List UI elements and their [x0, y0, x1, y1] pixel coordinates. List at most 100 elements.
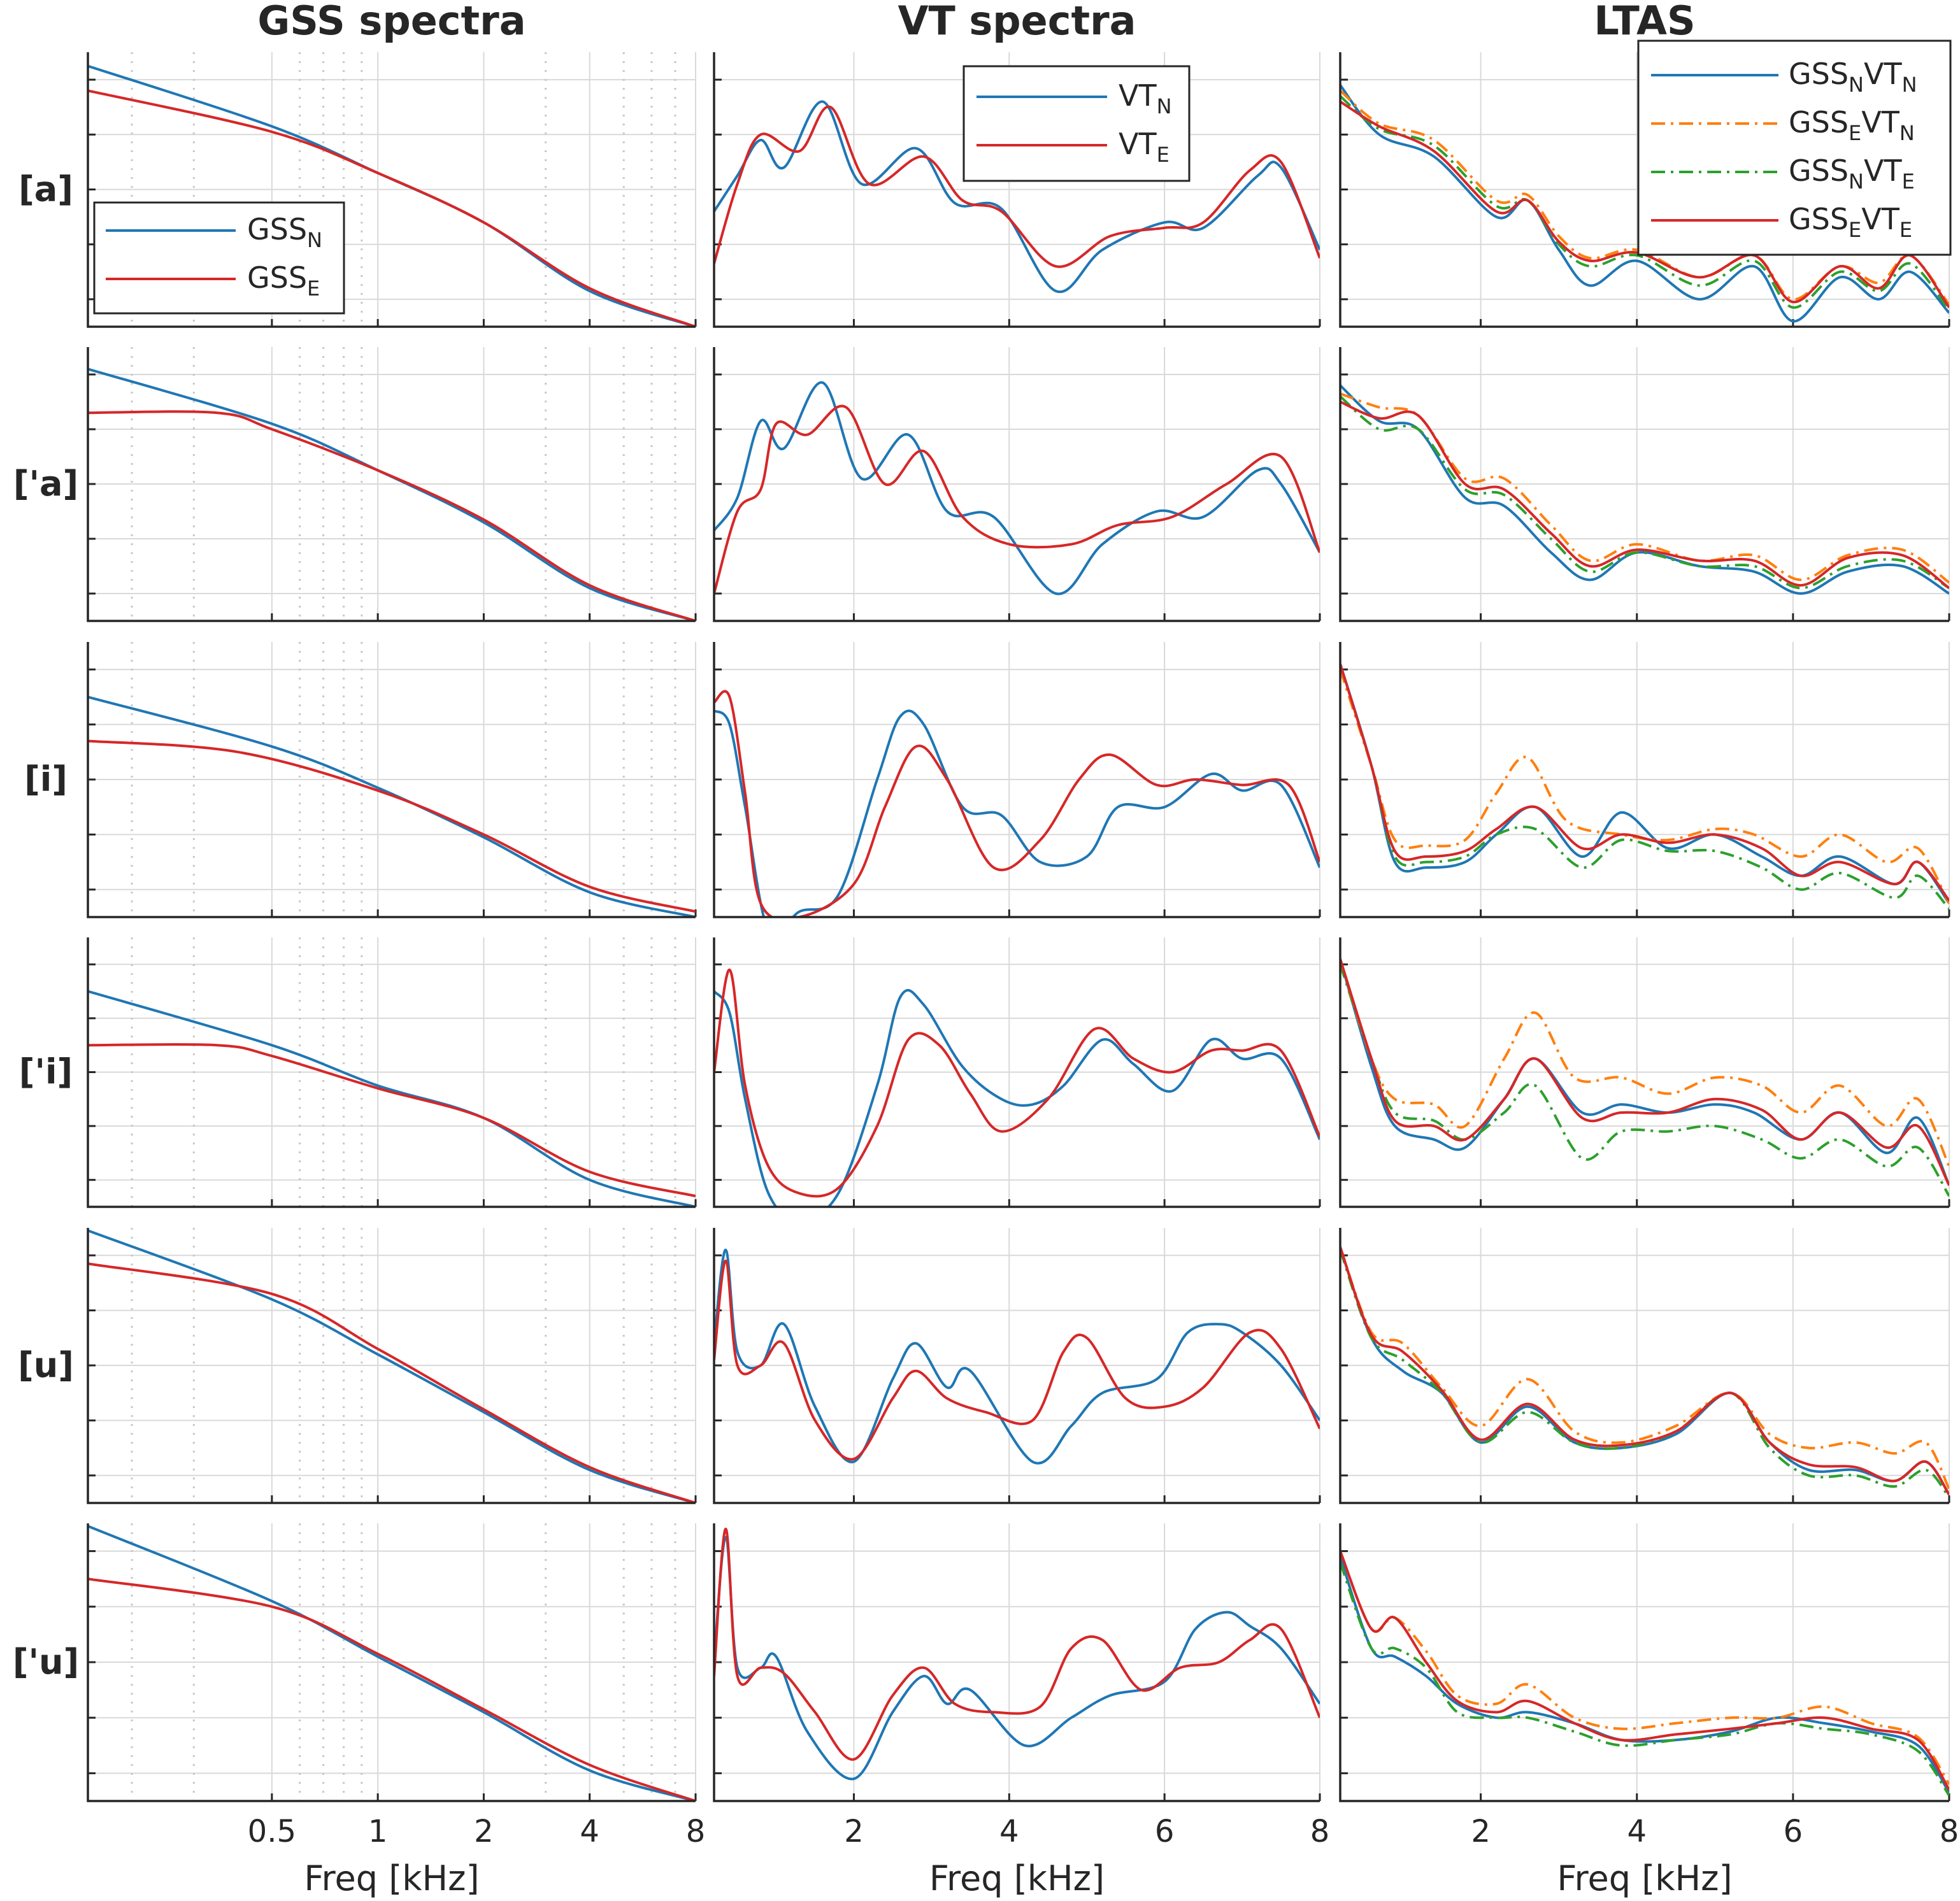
axis-frame — [1339, 347, 1949, 622]
row-label-2: [i] — [24, 759, 68, 799]
legend-label-base: GSS — [247, 260, 307, 295]
row-label-3: ['i] — [19, 1052, 73, 1092]
series-group-vt — [714, 1527, 1320, 1781]
series-line-ltas-NN — [1340, 958, 1949, 1186]
series-line-vt-E — [714, 1259, 1320, 1461]
series-group-vt — [714, 968, 1320, 1207]
x-axis-label-ltas: Freq [kHz] — [1557, 1858, 1732, 1898]
legend-label: GSSNVTN — [1789, 57, 1917, 97]
legend-label-subscript: N — [1899, 121, 1915, 145]
series-group-gss — [88, 1525, 696, 1801]
series-group-ltas — [1340, 958, 1949, 1197]
panel-vt-3 — [713, 937, 1321, 1208]
legend-label-subscript: N — [1849, 169, 1864, 194]
axis-frame — [1339, 1523, 1949, 1802]
series-group-vt — [714, 381, 1320, 595]
legend-label: VTN — [1119, 78, 1172, 118]
x-tick-label: 8 — [1310, 1814, 1330, 1849]
panel-ltas-3 — [1339, 937, 1950, 1208]
panel-ltas-5: 2 4 6 8 Freq [kHz] — [1339, 1523, 1959, 1898]
series-group-gss — [88, 367, 696, 621]
legend-label-base: GSS — [1789, 153, 1849, 188]
axis-frame — [87, 52, 696, 328]
series-line-gss-N — [88, 695, 696, 917]
legend-label-base: VT — [1861, 202, 1899, 236]
series-line-ltas-EE — [1340, 958, 1949, 1186]
series-group-gss — [88, 990, 696, 1207]
axis-frame — [713, 642, 1320, 918]
column-title-ltas: LTAS — [1594, 0, 1695, 44]
series-group-gss — [88, 64, 696, 327]
axis-frame — [87, 1228, 696, 1504]
series-line-ltas-EN — [1340, 1550, 1949, 1785]
series-line-ltas-NN — [1340, 664, 1949, 904]
x-tick-label: 6 — [1784, 1814, 1803, 1849]
legend-label-base: VT — [1119, 127, 1157, 161]
legend-label-base: GSS — [1789, 57, 1849, 91]
series-line-vt-N — [714, 988, 1320, 1207]
series-line-gss-N — [88, 990, 696, 1207]
legend-label-subscript: N — [1902, 73, 1917, 97]
axis-frame — [1339, 642, 1949, 918]
series-group-vt — [714, 1248, 1320, 1465]
panel-vt-1 — [713, 347, 1321, 622]
panel-ltas-4 — [1339, 1228, 1950, 1504]
x-tick-label: 1 — [368, 1814, 388, 1849]
legend-box — [93, 201, 345, 315]
series-group-gss — [88, 695, 696, 917]
series-line-ltas-EE — [1340, 1550, 1949, 1791]
column-title-gss: GSS spectra — [257, 0, 526, 44]
series-line-ltas-NE — [1340, 1249, 1949, 1499]
x-tick-label: 4 — [580, 1814, 599, 1849]
panel-gss-0 — [87, 52, 697, 328]
panel-vt-2 — [713, 642, 1321, 918]
row-label-5: ['u] — [13, 1642, 79, 1682]
series-line-gss-N — [88, 367, 696, 621]
series-line-ltas-NN — [1340, 1246, 1949, 1496]
panel-vt-5: 2 4 6 8 Freq [kHz] — [713, 1523, 1330, 1898]
axis-frame — [713, 1228, 1320, 1504]
series-group-vt — [714, 690, 1320, 917]
series-group-ltas — [1340, 384, 1949, 595]
legend-label-subscript: E — [1899, 218, 1912, 242]
series-line-vt-E — [714, 1527, 1320, 1761]
series-line-ltas-EN — [1340, 392, 1949, 584]
series-group-vt — [714, 100, 1320, 294]
axis-frame — [87, 937, 696, 1208]
legend-label-subscript: E — [1902, 169, 1915, 194]
legend-label-subscript: N — [1849, 73, 1864, 97]
panel-gss-5: 0.5 1 2 4 8 Freq [kHz] — [87, 1523, 705, 1898]
series-line-ltas-EE — [1340, 401, 1949, 590]
axis-frame — [87, 347, 696, 622]
series-group-ltas — [1340, 664, 1949, 910]
series-line-vt-E — [714, 690, 1320, 917]
row-label-4: [u] — [18, 1345, 74, 1385]
legend-label-base: VT — [1864, 57, 1902, 91]
series-line-ltas-NE — [1340, 95, 1949, 311]
series-line-vt-N — [714, 381, 1320, 595]
axis-frame — [713, 347, 1320, 622]
axis-frame — [1339, 1228, 1949, 1504]
series-line-ltas-NE — [1340, 964, 1949, 1197]
legend-label-base: GSS — [1789, 105, 1849, 139]
series-line-ltas-EN — [1340, 1246, 1949, 1490]
panel-vt-4 — [713, 1228, 1321, 1504]
x-tick-label: 2 — [1471, 1814, 1491, 1849]
series-line-vt-E — [714, 968, 1320, 1198]
x-tick-label: 2 — [474, 1814, 494, 1849]
axis-frame — [713, 937, 1320, 1208]
panel-gss-4 — [87, 1228, 697, 1504]
series-line-gss-E — [88, 1043, 696, 1198]
x-axis-label-vt: Freq [kHz] — [929, 1858, 1105, 1898]
axis-frame — [1339, 52, 1949, 328]
series-line-ltas-NE — [1340, 669, 1949, 910]
series-line-gss-E — [88, 1262, 696, 1503]
legend-label-base: GSS — [1789, 202, 1849, 236]
legend-box — [962, 65, 1191, 182]
legend-label-base: GSS — [247, 212, 307, 246]
series-line-vt-N — [714, 1535, 1320, 1781]
legend-label: GSSEVTN — [1789, 105, 1915, 145]
legend-label: GSSN — [247, 212, 322, 252]
